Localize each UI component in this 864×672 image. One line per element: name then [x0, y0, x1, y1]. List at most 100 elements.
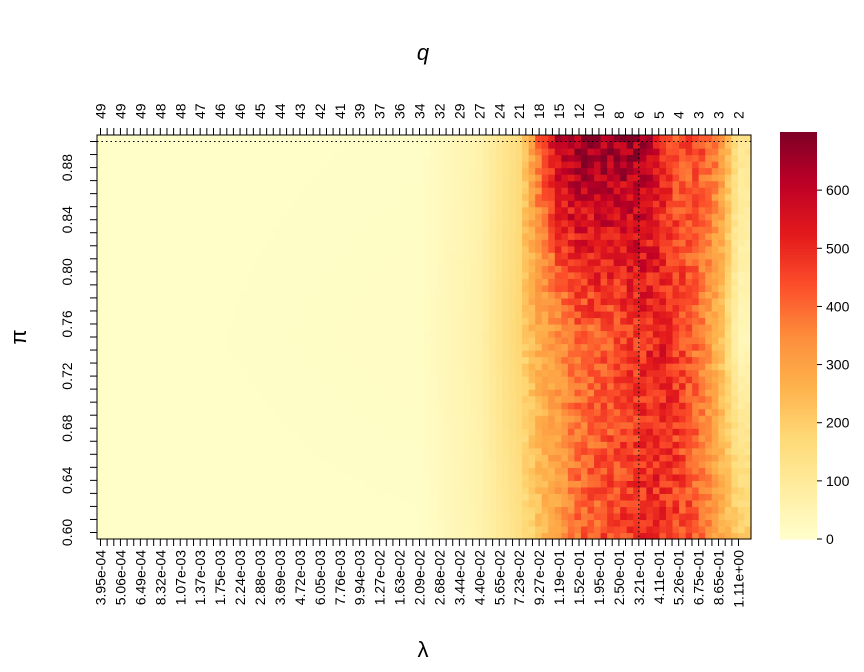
heatmap-cell: [515, 232, 523, 240]
heatmap-cell: [541, 343, 549, 351]
heatmap-cell: [509, 258, 517, 266]
heatmap-cell: [136, 363, 144, 371]
heatmap-cell: [267, 395, 275, 403]
heatmap-cell: [201, 376, 209, 384]
heatmap-cell: [724, 408, 732, 416]
heatmap-cell: [613, 350, 621, 358]
heatmap-cell: [267, 310, 275, 319]
heatmap-cell: [352, 499, 360, 508]
heatmap-cell: [522, 415, 530, 423]
heatmap-cell: [613, 493, 621, 501]
heatmap-cell: [410, 525, 419, 534]
heatmap-cell: [325, 232, 334, 240]
heatmap-cell: [469, 395, 477, 403]
heatmap-cell: [744, 467, 752, 475]
heatmap-cell: [528, 493, 536, 501]
heatmap-cell: [594, 363, 602, 371]
heatmap-cell: [489, 258, 497, 266]
heatmap-cell: [227, 213, 235, 221]
heatmap-cell: [489, 369, 497, 377]
heatmap-cell: [293, 480, 301, 488]
heatmap-cell: [155, 382, 163, 390]
heatmap-cell: [450, 213, 458, 221]
heatmap-cell: [371, 258, 379, 266]
heatmap-cell: [149, 226, 157, 234]
heatmap-cell: [201, 245, 209, 253]
heatmap-cell: [280, 245, 288, 253]
heatmap-cell: [338, 304, 347, 312]
heatmap-cell: [188, 323, 196, 332]
heatmap-cell: [607, 278, 615, 286]
heatmap-cell: [482, 297, 490, 306]
heatmap-cell: [535, 278, 543, 286]
heatmap-cell: [613, 369, 621, 377]
heatmap-cell: [515, 330, 523, 338]
heatmap-cell: [273, 213, 281, 221]
heatmap-cell: [155, 519, 163, 527]
heatmap-cell: [528, 369, 536, 377]
heatmap-cell: [495, 415, 504, 423]
heatmap-cell: [97, 460, 105, 468]
heatmap-cell: [476, 239, 484, 247]
heatmap-cell: [718, 258, 726, 266]
heatmap-cell: [718, 415, 726, 423]
heatmap-cell: [123, 402, 131, 410]
heatmap-cell: [502, 252, 510, 260]
heatmap-cell: [711, 271, 719, 279]
heatmap-cell: [168, 252, 177, 260]
heatmap-cell: [378, 421, 386, 429]
heatmap-cell: [705, 473, 713, 481]
heatmap-cell: [129, 239, 137, 247]
heatmap-cell: [240, 402, 249, 410]
heatmap-cell: [633, 389, 641, 397]
heatmap-cell: [594, 350, 602, 358]
heatmap-cell: [443, 245, 451, 253]
heatmap-cell: [443, 415, 451, 423]
heatmap-cell: [541, 467, 549, 475]
heatmap-cell: [221, 473, 229, 481]
heatmap-cell: [620, 402, 628, 410]
heatmap-cell: [463, 473, 471, 481]
heatmap-cell: [286, 363, 294, 371]
heatmap-cell: [528, 317, 536, 325]
heatmap-cell: [188, 447, 196, 455]
heatmap-cell: [443, 486, 451, 494]
heatmap-cell: [607, 532, 615, 540]
heatmap-cell: [345, 532, 353, 540]
heatmap-cell: [541, 239, 549, 247]
heatmap-cell: [155, 415, 163, 423]
heatmap-cell: [312, 363, 320, 371]
heatmap-cell: [371, 460, 379, 468]
heatmap-cell: [620, 239, 628, 247]
heatmap-cell: [188, 265, 196, 273]
heatmap-cell: [404, 480, 412, 488]
heatmap-cell: [175, 486, 183, 494]
heatmap-cell: [116, 421, 124, 429]
heatmap-cell: [234, 480, 242, 488]
heatmap-cell: [391, 297, 399, 306]
heatmap-cell: [214, 525, 222, 534]
heatmap-cell: [306, 512, 314, 521]
heatmap-cell: [567, 480, 576, 488]
heatmap-cell: [744, 376, 752, 384]
heatmap-cell: [626, 486, 634, 494]
heatmap-cell: [456, 337, 464, 345]
heatmap-cell: [273, 369, 281, 377]
heatmap-cell: [469, 219, 477, 227]
heatmap-cell: [286, 239, 294, 247]
heatmap-cell: [659, 337, 667, 345]
heatmap-cell: [260, 323, 268, 332]
heatmap-cell: [221, 265, 229, 273]
heatmap-cell: [502, 486, 510, 494]
heatmap-cell: [123, 317, 131, 325]
heatmap-cell: [698, 512, 706, 521]
heatmap-cell: [168, 499, 177, 508]
heatmap-cell: [548, 467, 556, 475]
heatmap-cell: [136, 213, 144, 221]
heatmap-cell: [567, 265, 576, 273]
heatmap-cell: [620, 271, 628, 279]
heatmap-cell: [417, 219, 425, 227]
heatmap-cell: [214, 219, 222, 227]
heatmap-cell: [554, 356, 562, 364]
heatmap-cell: [463, 421, 471, 429]
